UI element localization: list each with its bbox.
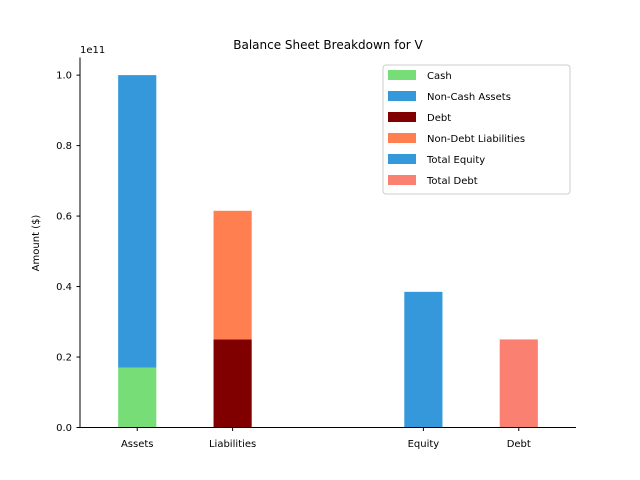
x-tick-label-debt: Debt xyxy=(507,439,531,450)
legend-swatch-cash xyxy=(388,70,416,80)
legend: Cash Non-Cash Assets Debt Non-Debt Liabilit… xyxy=(383,65,570,194)
legend-swatch-total-debt xyxy=(388,175,416,185)
y-offset-text: 1e11 xyxy=(80,45,105,56)
y-ticks: 0.0 0.2 0.4 0.6 0.8 1.0 xyxy=(56,71,80,434)
bar-debt xyxy=(214,339,252,427)
legend-swatch-non-debt-liabilities xyxy=(388,133,416,143)
bar-total-debt xyxy=(500,339,538,427)
legend-label-total-debt: Total Debt xyxy=(426,176,478,187)
x-ticks: Assets Liabilities Equity Debt xyxy=(121,428,531,451)
legend-swatch-non-cash-assets xyxy=(388,91,416,101)
x-tick-label-assets: Assets xyxy=(121,439,154,450)
y-tick-label: 0.6 xyxy=(56,212,72,223)
y-tick-label: 0.8 xyxy=(56,141,72,152)
y-axis-title: Amount ($) xyxy=(31,215,42,272)
y-tick-label: 0.4 xyxy=(56,282,72,293)
bar-total-equity xyxy=(404,292,442,428)
legend-label-non-debt-liabilities: Non-Debt Liabilities xyxy=(427,134,525,145)
bar-cash xyxy=(118,368,156,428)
legend-label-cash: Cash xyxy=(427,71,452,82)
bar-non-debt-liabilities xyxy=(214,211,252,340)
y-tick-label: 0.0 xyxy=(56,423,72,434)
y-tick-label: 0.2 xyxy=(56,353,72,364)
x-tick-label-liabilities: Liabilities xyxy=(209,439,256,450)
y-tick-label: 1.0 xyxy=(56,71,72,82)
legend-label-non-cash-assets: Non-Cash Assets xyxy=(427,92,511,103)
legend-frame xyxy=(383,65,570,194)
x-tick-label-equity: Equity xyxy=(408,439,440,450)
legend-label-debt: Debt xyxy=(427,113,451,124)
legend-swatch-debt xyxy=(388,112,416,122)
chart-title: Balance Sheet Breakdown for V xyxy=(233,38,423,52)
legend-swatch-total-equity xyxy=(388,154,416,164)
legend-label-total-equity: Total Equity xyxy=(426,155,485,166)
bar-non-cash-assets xyxy=(118,75,156,367)
